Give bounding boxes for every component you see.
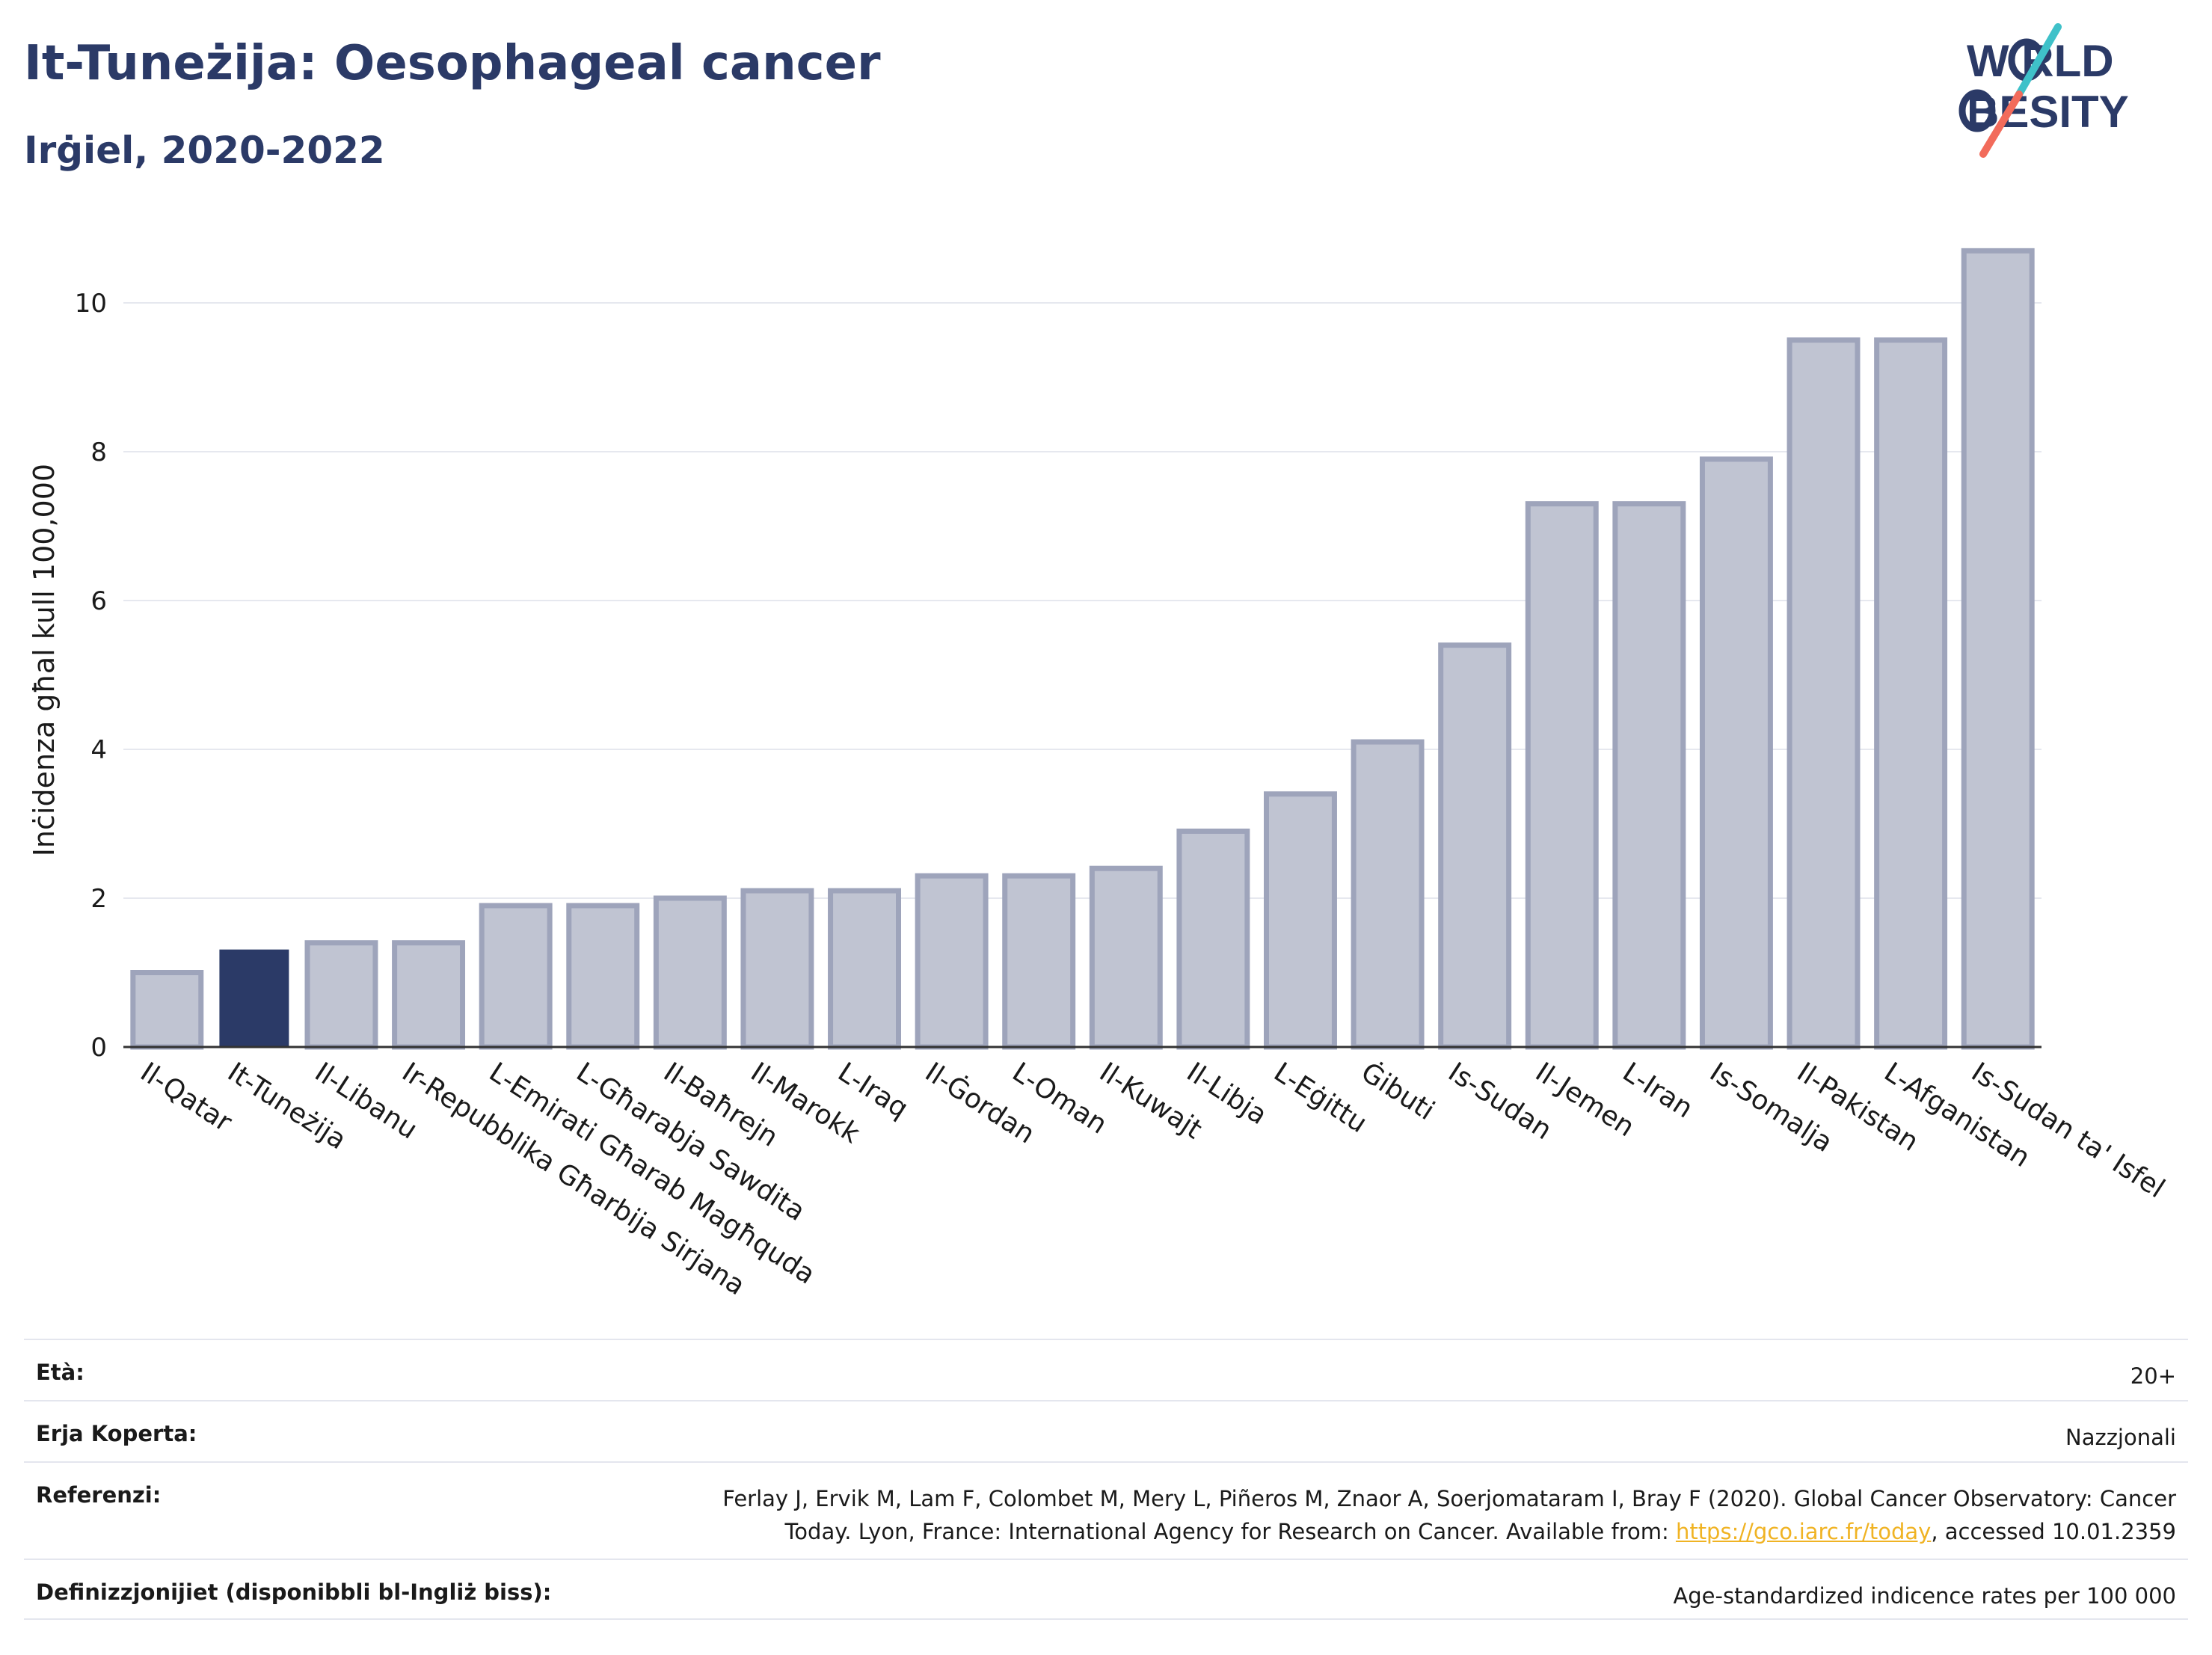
logo-slash-coral <box>1979 90 2023 158</box>
references-label: Referenzi: <box>36 1482 162 1508</box>
world-obesity-logo: W RLD BESITY <box>1958 23 2129 158</box>
bar-3 <box>392 940 466 1050</box>
x-tick-label: L-Eġittu <box>1268 1057 1372 1139</box>
area-value: Nazzjonali <box>2065 1425 2176 1450</box>
bar-21 <box>1961 248 2035 1050</box>
bar-17 <box>1612 501 1686 1050</box>
logo-o-ring-bottom <box>1958 89 1996 132</box>
definitions-value: Age-standardized indicence rates per 100… <box>1673 1583 2176 1609</box>
bar-5 <box>566 903 640 1050</box>
x-tick-label: Il-Qatar <box>135 1057 237 1138</box>
metadata-table: Età: 20+ Erja Koperta: Nazzjonali Refere… <box>24 1339 2188 1620</box>
chart-subtitle: Irġiel, 2020-2022 <box>24 129 385 172</box>
bar-7 <box>740 888 814 1050</box>
bar-9 <box>915 873 989 1050</box>
bar-20 <box>1874 337 1948 1050</box>
bar-8 <box>828 888 901 1050</box>
bar-13 <box>1264 791 1337 1050</box>
bar-6 <box>653 895 727 1050</box>
meta-row-references: Referenzi: Ferlay J, Ervik M, Lam F, Col… <box>24 1461 2188 1559</box>
bar-12 <box>1176 828 1250 1050</box>
references-line1: Ferlay J, Ervik M, Lam F, Colombet M, Me… <box>722 1486 2176 1511</box>
bar-1 <box>219 949 289 1048</box>
meta-row-area: Erja Koperta: Nazzjonali <box>24 1400 2188 1461</box>
bar-2 <box>304 940 378 1050</box>
references-link[interactable]: https://gco.iarc.fr/today <box>1675 1519 1932 1544</box>
bar-19 <box>1787 337 1861 1050</box>
x-tick-label: L-Afganistan <box>1878 1057 2035 1173</box>
bar-16 <box>1525 501 1599 1050</box>
age-label: Età: <box>36 1360 85 1385</box>
age-value: 20+ <box>2130 1363 2176 1389</box>
y-tick-label: 2 <box>90 884 107 914</box>
bar-0 <box>130 970 204 1050</box>
bar-18 <box>1699 456 1773 1050</box>
bar-14 <box>1351 739 1425 1050</box>
y-tick-label: 4 <box>90 735 107 765</box>
area-label: Erja Koperta: <box>36 1421 197 1446</box>
bar-11 <box>1089 865 1163 1050</box>
meta-row-definitions: Definizzjonijiet (disponibbli bl-Ingliż … <box>24 1559 2188 1620</box>
bar-10 <box>1002 873 1076 1050</box>
bar-4 <box>479 903 553 1050</box>
bar-15 <box>1438 642 1512 1050</box>
references-value: Ferlay J, Ervik M, Lam F, Colombet M, Me… <box>722 1482 2176 1548</box>
y-tick-label: 8 <box>90 437 107 467</box>
definitions-label: Definizzjonijiet (disponibbli bl-Ingliż … <box>36 1579 552 1605</box>
y-tick-label: 10 <box>75 289 107 319</box>
chart-title: It-Tuneżija: Oesophageal cancer <box>24 36 881 91</box>
y-tick-label: 0 <box>90 1033 107 1063</box>
y-axis-label: Inċidenza għal kull 100,000 <box>28 464 61 856</box>
references-line2-start: Today. Lyon, France: International Agenc… <box>784 1519 1676 1544</box>
logo-slash-teal <box>2015 23 2062 98</box>
meta-row-age: Età: 20+ <box>24 1339 2188 1400</box>
y-tick-label: 6 <box>90 586 107 616</box>
bar-chart: 0 2 4 6 8 10 Inċidenza għal kull 100,000 Il-Qat… <box>28 248 2170 1301</box>
references-line2-end: , accessed 10.01.2359 <box>1931 1519 2176 1544</box>
